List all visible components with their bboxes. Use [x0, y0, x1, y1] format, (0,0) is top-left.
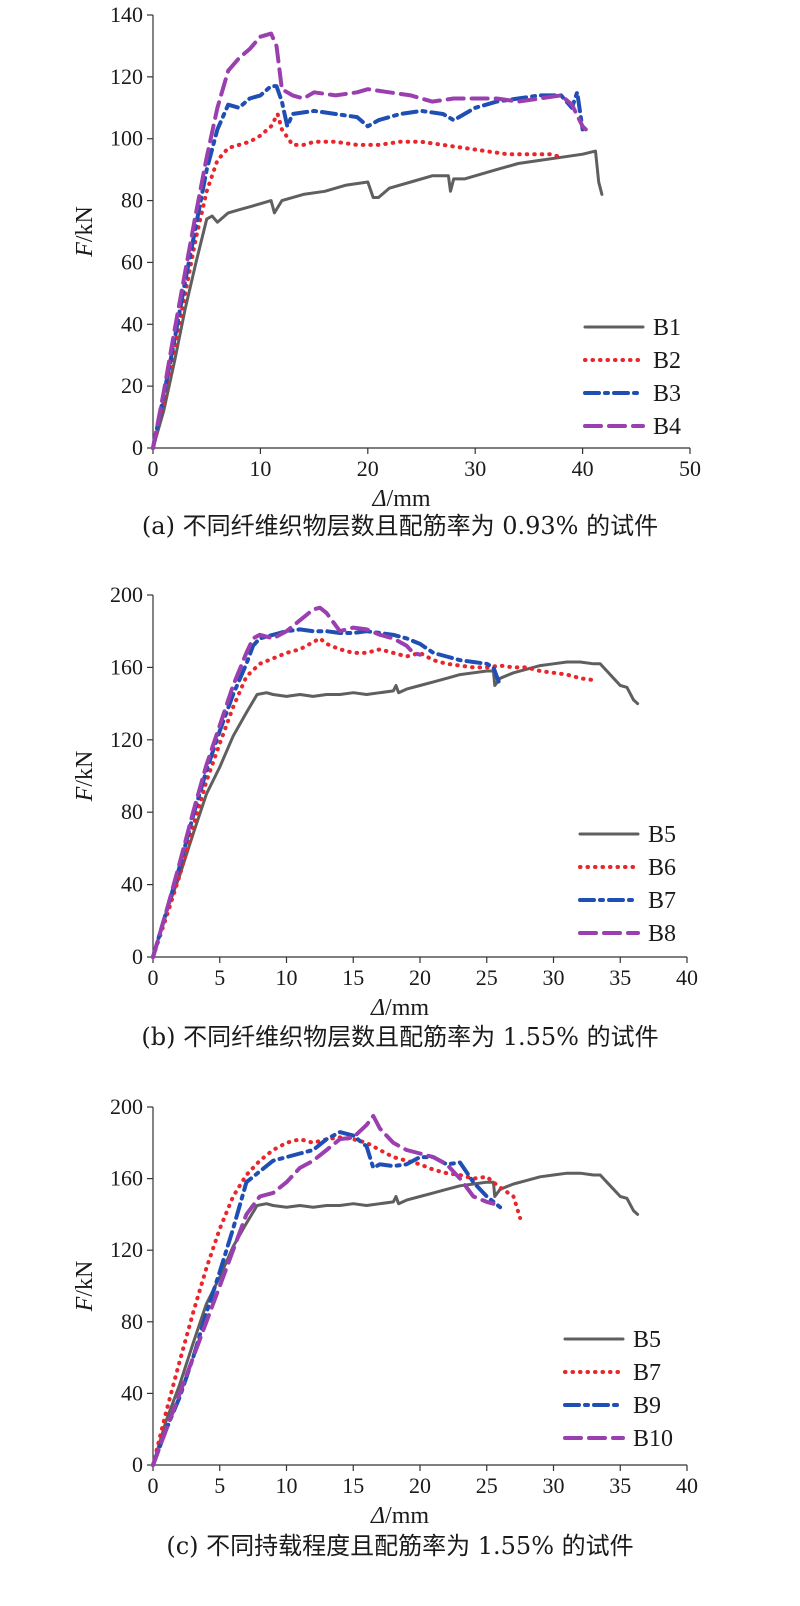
y-tick-label: 40 [121, 872, 143, 897]
y-tick-label: 80 [121, 1309, 143, 1334]
y-tick-label: 100 [110, 126, 143, 151]
y-tick-label: 120 [110, 64, 143, 89]
y-tick-label: 20 [121, 373, 143, 398]
series-line-b8 [151, 605, 422, 959]
y-tick-label: 120 [110, 1237, 143, 1262]
x-tick-label: 50 [679, 456, 701, 481]
x-tick-label: 0 [148, 456, 159, 481]
y-tick-label: 80 [121, 188, 143, 213]
y-tick-label: 120 [110, 727, 143, 752]
panel-caption: (a) 不同纤维织物层数且配筋率为 0.93% 的试件 [142, 512, 658, 540]
x-tick-label: 35 [609, 965, 631, 990]
y-axis-title: F/kN [72, 1261, 98, 1313]
y-axis-title: F/kN [72, 206, 98, 258]
x-axis-title: Δ/mm [371, 486, 430, 512]
x-tick-label: 20 [357, 456, 379, 481]
x-tick-label: 35 [609, 1473, 631, 1498]
x-tick-label: 10 [276, 965, 298, 990]
series-line-b10 [151, 1114, 496, 1467]
legend-label-b3: B3 [653, 381, 681, 407]
series-line-b3 [151, 84, 585, 450]
x-tick-label: 20 [409, 1473, 431, 1498]
x-tick-label: 25 [476, 965, 498, 990]
chart-panel-a: 0 20 40 60 80 100 120 140 0 10 20 30 40 50 F/kN Δ/mm B1 B… [72, 2, 701, 540]
x-tick-label: 5 [214, 965, 225, 990]
x-tick-label: 40 [572, 456, 594, 481]
x-axis-title: Δ/mm [370, 1503, 429, 1529]
legend-label-b2: B2 [653, 348, 681, 374]
series-line-b6 [151, 636, 596, 959]
y-tick-label: 0 [132, 1452, 143, 1477]
x-tick-label: 0 [148, 1473, 159, 1498]
series-line-b2 [151, 112, 564, 450]
legend-label-b6: B6 [648, 855, 676, 881]
y-tick-label: 40 [121, 1380, 143, 1405]
y-tick-label: 160 [110, 1166, 143, 1191]
chart-panel-c: 0 40 80 120 160 200 0 5 10 15 20 25 30 35 40 F/kN Δ/mm B5… [72, 1094, 698, 1560]
series-line-b9 [151, 1130, 503, 1467]
y-tick-label: 60 [121, 249, 143, 274]
y-tick-label: 0 [132, 944, 143, 969]
legend-label-b10: B10 [633, 1426, 673, 1452]
legend-label-b5: B5 [633, 1327, 661, 1353]
y-tick-label: 140 [110, 2, 143, 27]
y-tick-label: 0 [132, 435, 143, 460]
legend-label-b7: B7 [648, 888, 676, 914]
x-tick-label: 15 [342, 1473, 364, 1498]
x-tick-label: 10 [249, 456, 271, 481]
series-line-b5 [151, 660, 640, 959]
panel-caption: (b) 不同纤维织物层数且配筋率为 1.55% 的试件 [141, 1023, 658, 1051]
x-tick-label: 5 [214, 1473, 225, 1498]
x-tick-label: 0 [148, 965, 159, 990]
x-tick-label: 30 [543, 965, 565, 990]
x-tick-label: 40 [676, 1473, 698, 1498]
x-tick-label: 30 [543, 1473, 565, 1498]
series-line-b5 [151, 1171, 640, 1467]
x-tick-label: 40 [676, 965, 698, 990]
legend-label-b4: B4 [653, 414, 681, 440]
legend-label-b9: B9 [633, 1393, 661, 1419]
y-tick-label: 200 [110, 582, 143, 607]
legend-label-b7: B7 [633, 1360, 661, 1386]
x-tick-label: 10 [276, 1473, 298, 1498]
x-tick-label: 30 [464, 456, 486, 481]
y-tick-label: 40 [121, 311, 143, 336]
legend-label-b1: B1 [653, 315, 681, 341]
x-tick-label: 25 [476, 1473, 498, 1498]
series-line-b1 [151, 149, 604, 450]
legend-label-b8: B8 [648, 921, 676, 947]
x-tick-label: 20 [409, 965, 431, 990]
y-tick-label: 160 [110, 654, 143, 679]
x-tick-label: 15 [342, 965, 364, 990]
panel-caption: (c) 不同持载程度且配筋率为 1.55% 的试件 [166, 1532, 633, 1560]
y-axis-title: F/kN [72, 751, 98, 803]
y-tick-label: 200 [110, 1094, 143, 1119]
chart-panel-b: 0 40 80 120 160 200 0 5 10 15 20 25 30 35 40 F/kN Δ/mm B5… [72, 582, 698, 1051]
x-axis-title: Δ/mm [370, 995, 429, 1021]
legend-label-b5: B5 [648, 822, 676, 848]
y-tick-label: 80 [121, 799, 143, 824]
series-line-b4 [151, 31, 588, 450]
